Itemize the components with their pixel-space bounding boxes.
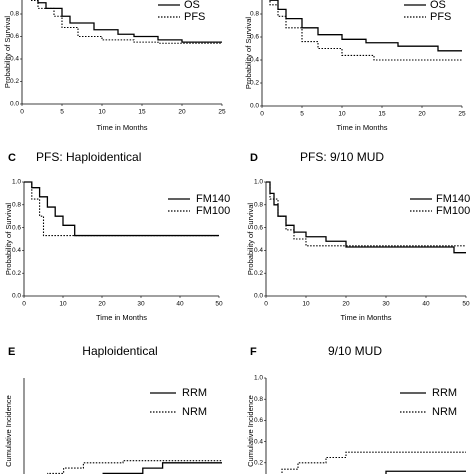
x-axis-label: Time in Months (97, 123, 148, 132)
y-tick-label: 1.0 (254, 179, 263, 186)
legend-label: PFS (430, 11, 451, 23)
y-tick-label: 0.4 (10, 56, 19, 63)
survival-curve (269, 0, 462, 61)
x-axis-label: Time in Months (337, 123, 388, 132)
y-tick-label: 0.0 (254, 293, 263, 300)
x-tick-label: 20 (178, 109, 186, 116)
panel-label: F (250, 346, 257, 358)
y-tick-label: 0.6 (12, 224, 21, 231)
x-tick-label: 0 (264, 301, 268, 308)
y-tick-label: 0.8 (254, 202, 263, 209)
x-tick-label: 10 (338, 111, 346, 118)
panel-label: C (8, 152, 16, 164)
y-tick-label: 0.8 (254, 396, 263, 403)
panel-title: Haploidentical (82, 344, 157, 358)
x-axis-label: Time in Months (96, 313, 147, 322)
panel-title: 9/10 MUD (328, 344, 382, 358)
survival-curve (47, 460, 222, 474)
x-tick-label: 0 (260, 111, 264, 118)
legend-label: OS (430, 0, 446, 11)
x-tick-label: 15 (138, 109, 146, 116)
y-tick-label: 1.0 (12, 179, 21, 186)
x-axis-label: Time in Months (341, 313, 392, 322)
y-tick-label: 1.0 (254, 375, 263, 382)
y-tick-label: 0.4 (254, 247, 263, 254)
y-tick-label: 0.2 (254, 270, 263, 277)
panel-label: E (8, 346, 15, 358)
panel-title: PFS: 9/10 MUD (300, 150, 384, 164)
legend-label: FM100 (436, 205, 470, 217)
y-tick-label: 0.6 (250, 34, 259, 41)
x-tick-label: 10 (98, 109, 106, 116)
legend-label: OS (184, 0, 200, 11)
y-tick-label: 0.8 (10, 11, 19, 18)
survival-curve (266, 181, 466, 254)
legend-label: NRM (182, 406, 207, 418)
x-tick-label: 50 (462, 301, 470, 308)
y-tick-label: 0.8 (12, 202, 21, 209)
y-axis-label: Probability of Survival (3, 16, 12, 88)
x-tick-label: 50 (215, 301, 223, 308)
y-tick-label: 0.2 (12, 270, 21, 277)
y-axis-label: Cumulative Incidence (4, 395, 13, 467)
panel-title: PFS: Haploidentical (36, 150, 141, 164)
x-tick-label: 10 (59, 301, 67, 308)
y-tick-label: 0.2 (250, 80, 259, 87)
y-tick-label: 0.2 (254, 460, 263, 467)
legend-label: FM140 (436, 193, 470, 205)
y-axis-label: Probability of Survival (246, 203, 255, 275)
x-tick-label: 40 (422, 301, 430, 308)
x-tick-label: 5 (60, 109, 64, 116)
x-tick-label: 15 (378, 111, 386, 118)
legend-label: FM140 (196, 193, 230, 205)
x-tick-label: 0 (20, 109, 24, 116)
survival-curve (29, 0, 222, 44)
y-axis-label: Cumulative Incidence (246, 395, 255, 467)
legend-label: PFS (184, 11, 205, 23)
panel-label: D (250, 152, 258, 164)
survival-curve (266, 181, 466, 247)
y-tick-label: 0.0 (12, 293, 21, 300)
survival-curve (37, 0, 222, 43)
y-tick-label: 0.6 (254, 224, 263, 231)
y-axis-label: Probability of Survival (4, 203, 13, 275)
y-tick-label: 0.6 (10, 33, 19, 40)
x-tick-label: 20 (342, 301, 350, 308)
y-axis-label: Probability of Survival (244, 17, 253, 89)
legend-label: RRM (432, 387, 457, 399)
x-tick-label: 40 (176, 301, 184, 308)
legend-label: NRM (432, 406, 457, 418)
y-tick-label: 0.2 (10, 78, 19, 85)
legend-label: FM100 (196, 205, 230, 217)
y-tick-label: 0.8 (250, 11, 259, 18)
y-tick-label: 0.6 (254, 417, 263, 424)
x-tick-label: 10 (302, 301, 310, 308)
y-tick-label: 0.0 (250, 103, 259, 110)
survival-curve (24, 181, 219, 237)
x-tick-label: 25 (218, 109, 226, 116)
y-tick-label: 0.4 (12, 247, 21, 254)
survival-curve (385, 470, 466, 474)
x-tick-label: 5 (300, 111, 304, 118)
x-tick-label: 0 (22, 301, 26, 308)
x-tick-label: 20 (418, 111, 426, 118)
x-tick-label: 20 (98, 301, 106, 308)
survival-curve (24, 181, 219, 237)
survival-curve (102, 462, 222, 474)
y-tick-label: 0.4 (250, 57, 259, 64)
survival-curve (269, 0, 462, 52)
legend-label: RRM (182, 387, 207, 399)
y-tick-label: 0.0 (10, 101, 19, 108)
x-tick-label: 30 (137, 301, 145, 308)
x-tick-label: 30 (382, 301, 390, 308)
x-tick-label: 25 (458, 111, 466, 118)
y-tick-label: 0.4 (254, 438, 263, 445)
